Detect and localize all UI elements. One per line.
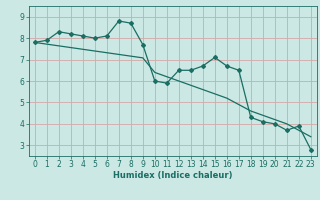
- X-axis label: Humidex (Indice chaleur): Humidex (Indice chaleur): [113, 171, 233, 180]
